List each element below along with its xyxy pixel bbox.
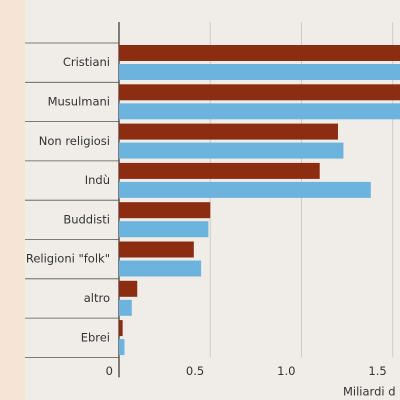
bar: [119, 299, 132, 316]
category-label: Musulmani: [48, 94, 110, 108]
bar: [119, 202, 211, 219]
side-strip: [0, 0, 25, 400]
x-tick-label: 1.0: [277, 364, 295, 378]
category-label: Buddisti: [63, 212, 110, 226]
bar: [119, 123, 338, 140]
bar: [119, 142, 344, 159]
bar: [119, 84, 400, 101]
bar: [119, 320, 123, 337]
bar: [119, 221, 209, 238]
bar: [119, 103, 400, 120]
x-axis-label: Miliardi d: [343, 385, 396, 399]
x-tick-label: 0: [106, 364, 113, 378]
category-label: Non religiosi: [39, 134, 110, 148]
bar: [119, 181, 371, 198]
bar: [119, 45, 400, 61]
category-label: Cristiani: [63, 55, 110, 69]
x-tick-label: 0.5: [186, 364, 204, 378]
bar: [119, 260, 202, 277]
x-tick-label: 1.5: [368, 364, 386, 378]
category-label: Indù: [85, 173, 110, 187]
bar: [119, 339, 125, 356]
bar: [119, 64, 400, 80]
category-label: Ebrei: [81, 330, 110, 344]
bar: [119, 280, 138, 297]
bar: [119, 241, 194, 258]
category-label: Religioni "folk": [26, 252, 110, 266]
bar: [119, 162, 320, 179]
category-label: altro: [84, 291, 110, 305]
